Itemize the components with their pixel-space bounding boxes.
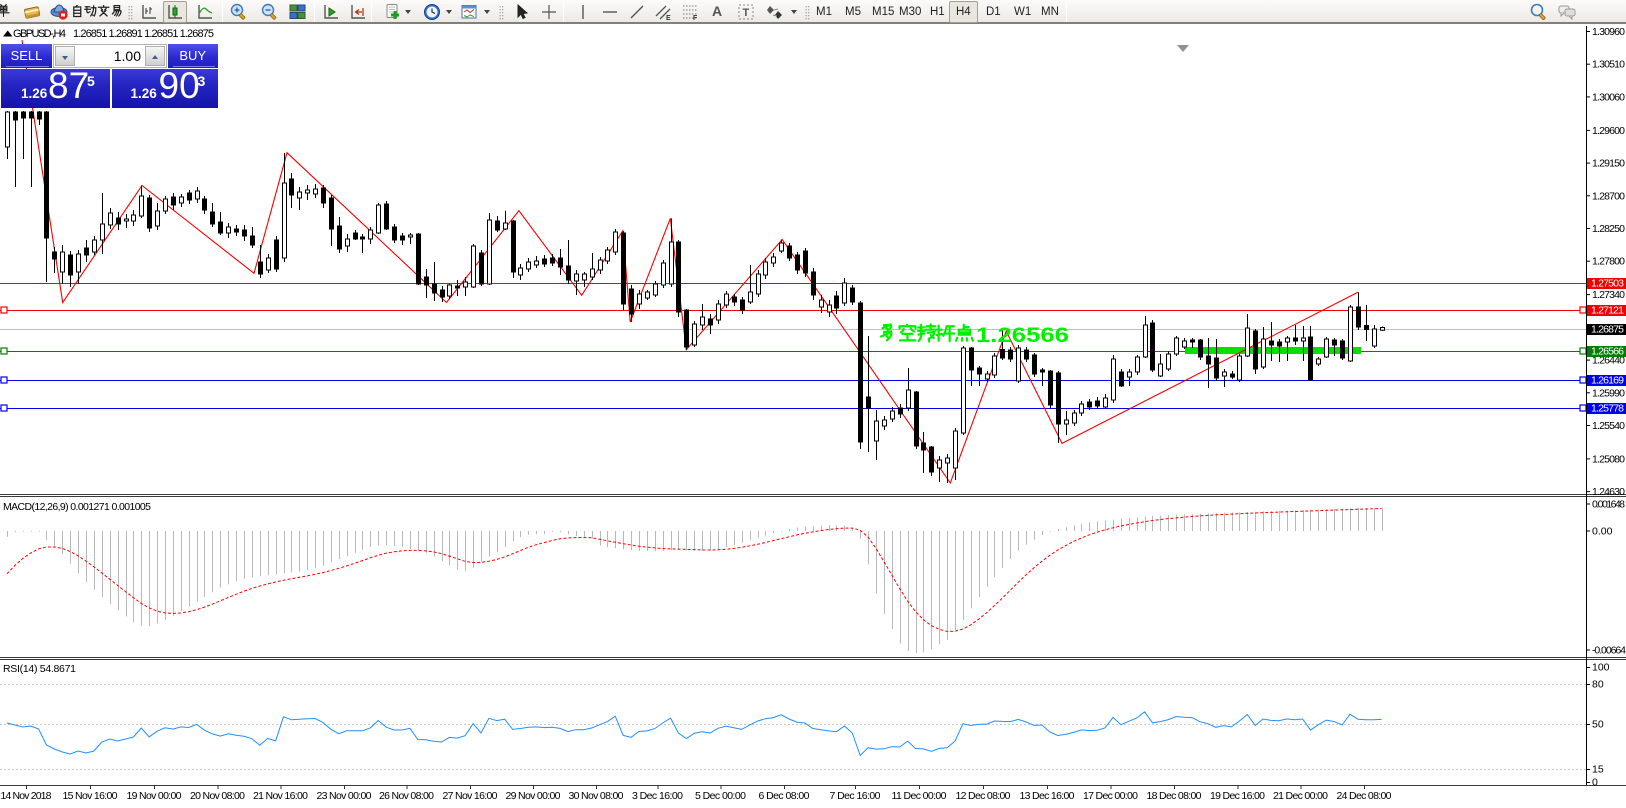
svg-text:1.27800: 1.27800 — [1592, 256, 1625, 268]
svg-text:1.25540: 1.25540 — [1592, 420, 1625, 432]
svg-text:7 Dec 16:00: 7 Dec 16:00 — [830, 790, 881, 802]
svg-text:0.001648: 0.001648 — [1592, 499, 1625, 511]
svg-text:24 Dec 08:00: 24 Dec 08:00 — [1337, 790, 1392, 802]
svg-text:1.26851 1.26891 1.26851 1.2687: 1.26851 1.26891 1.26851 1.26875 — [73, 28, 214, 40]
svg-text:80: 80 — [1592, 679, 1604, 691]
svg-text:26 Nov 08:00: 26 Nov 08:00 — [379, 790, 434, 802]
svg-text:E: E — [666, 15, 671, 21]
svg-text:1.27121: 1.27121 — [1591, 305, 1624, 317]
svg-text:-0.00664: -0.00664 — [1592, 645, 1626, 657]
svg-text:1.24630: 1.24630 — [1592, 486, 1625, 498]
svg-text:1.28700: 1.28700 — [1592, 190, 1625, 202]
svg-text:0.00: 0.00 — [1592, 526, 1613, 538]
svg-text:21 Nov 16:00: 21 Nov 16:00 — [253, 790, 308, 802]
svg-text:6 Dec 08:00: 6 Dec 08:00 — [759, 790, 810, 802]
svg-text:1.26875: 1.26875 — [1591, 324, 1624, 336]
svg-text:1.28250: 1.28250 — [1592, 223, 1625, 235]
svg-text:1.30960: 1.30960 — [1592, 26, 1625, 38]
svg-text:5 Dec 00:00: 5 Dec 00:00 — [695, 790, 746, 802]
svg-text:MACD(12,26,9) 0.001271 0.00100: MACD(12,26,9) 0.001271 0.001005 — [3, 501, 151, 513]
svg-text:1.29600: 1.29600 — [1592, 125, 1625, 137]
svg-text:14 Nov 2018: 14 Nov 2018 — [1, 790, 52, 802]
svg-text:1.27340: 1.27340 — [1592, 289, 1625, 301]
svg-text:19 Nov 00:00: 19 Nov 00:00 — [127, 790, 182, 802]
svg-text:18 Dec 08:00: 18 Dec 08:00 — [1147, 790, 1202, 802]
svg-text:29 Nov 00:00: 29 Nov 00:00 — [506, 790, 561, 802]
svg-text:1.25080: 1.25080 — [1592, 453, 1625, 465]
svg-text:1.25990: 1.25990 — [1592, 387, 1625, 399]
svg-text:F: F — [693, 15, 698, 21]
svg-text:1.26169: 1.26169 — [1591, 375, 1624, 387]
svg-text:19 Dec 16:00: 19 Dec 16:00 — [1210, 790, 1265, 802]
svg-text:0: 0 — [1592, 777, 1598, 789]
svg-text:1.26566: 1.26566 — [1591, 346, 1624, 358]
svg-text:15 Nov 16:00: 15 Nov 16:00 — [63, 790, 118, 802]
svg-text:17 Dec 00:00: 17 Dec 00:00 — [1083, 790, 1138, 802]
svg-text:GBPUSD-,H4: GBPUSD-,H4 — [13, 28, 66, 40]
svg-text:1.30510: 1.30510 — [1592, 59, 1625, 71]
svg-text:21 Dec 00:00: 21 Dec 00:00 — [1273, 790, 1328, 802]
svg-text:3 Dec 16:00: 3 Dec 16:00 — [632, 790, 683, 802]
svg-text:20 Nov 08:00: 20 Nov 08:00 — [190, 790, 245, 802]
svg-text:23 Nov 00:00: 23 Nov 00:00 — [317, 790, 372, 802]
svg-text:30 Nov 08:00: 30 Nov 08:00 — [569, 790, 624, 802]
svg-text:1.27503: 1.27503 — [1591, 278, 1624, 290]
svg-text:100: 100 — [1592, 662, 1610, 674]
svg-text:1.30060: 1.30060 — [1592, 91, 1625, 103]
svg-text:1.26566: 1.26566 — [976, 324, 1069, 347]
svg-text:1.26440: 1.26440 — [1592, 355, 1625, 367]
svg-text:13 Dec 16:00: 13 Dec 16:00 — [1020, 790, 1075, 802]
svg-text:1.25778: 1.25778 — [1591, 403, 1624, 415]
svg-text:1.29150: 1.29150 — [1592, 158, 1625, 170]
svg-text:27 Nov 16:00: 27 Nov 16:00 — [443, 790, 498, 802]
svg-text:RSI(14) 54.8671: RSI(14) 54.8671 — [3, 663, 76, 675]
svg-text:11 Dec 00:00: 11 Dec 00:00 — [892, 790, 947, 802]
svg-text:50: 50 — [1592, 719, 1604, 731]
svg-text:12 Dec 08:00: 12 Dec 08:00 — [956, 790, 1011, 802]
svg-text:15: 15 — [1592, 764, 1604, 776]
svg-text:T: T — [743, 7, 750, 19]
